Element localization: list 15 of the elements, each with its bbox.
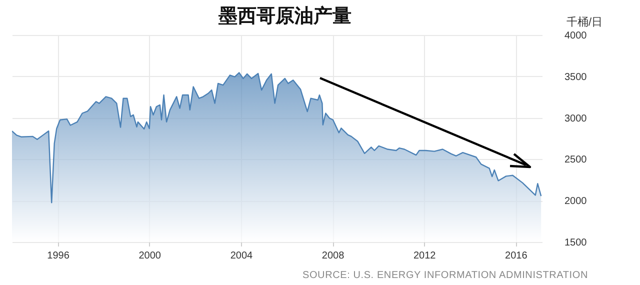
- x-tick-label: 2008: [322, 250, 345, 262]
- y-tick-label: 3500: [564, 72, 588, 83]
- y-tick-label: 3000: [564, 113, 588, 124]
- y-axis-title: 千桶/日: [566, 16, 602, 28]
- x-tick-label: 2012: [413, 250, 436, 262]
- chart-title: 墨西哥原油产量: [218, 5, 352, 27]
- x-tick-label: 1996: [47, 250, 70, 262]
- y-tick-label: 2500: [564, 154, 588, 166]
- y-tick-label: 4000: [564, 30, 588, 42]
- x-tick-label: 2016: [505, 250, 528, 262]
- y-tick-label: 1500: [564, 238, 588, 248]
- x-tick-label: 2004: [230, 250, 253, 262]
- y-tick-label: 2000: [564, 196, 588, 208]
- x-tick-label: 2000: [138, 250, 162, 262]
- source-note: SOURCE: U.S. ENERGY INFORMATION ADMINISTRATION: [302, 270, 588, 281]
